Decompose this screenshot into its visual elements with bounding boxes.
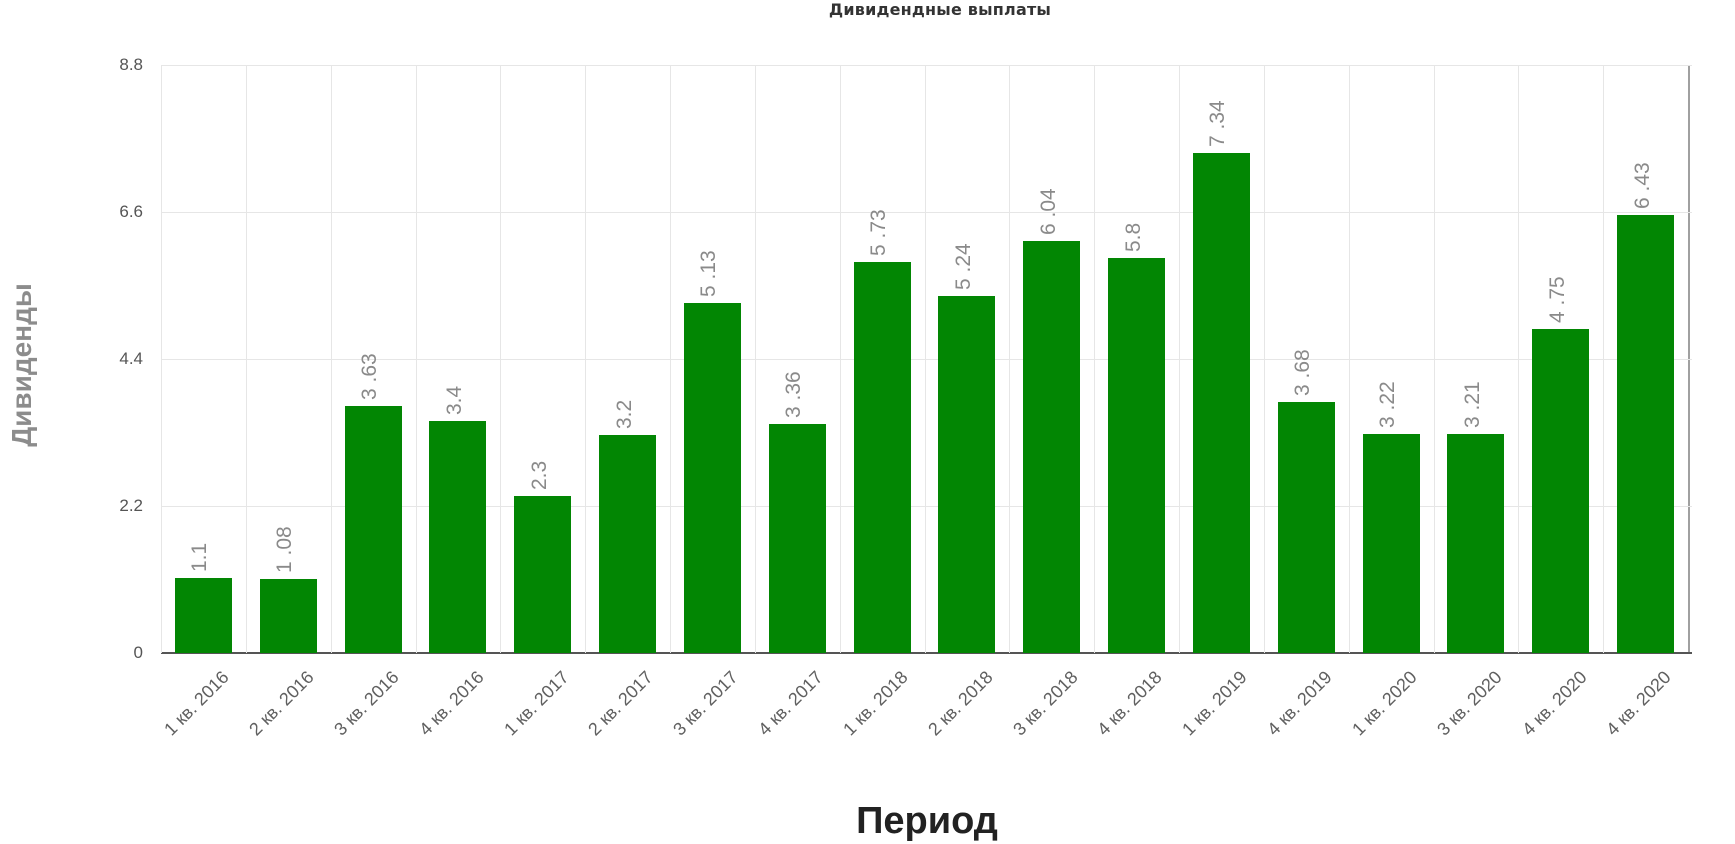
bar[interactable] bbox=[1532, 329, 1590, 653]
bar[interactable] bbox=[938, 295, 996, 653]
gridline-vertical bbox=[1518, 65, 1520, 653]
gridline-vertical bbox=[1263, 65, 1265, 653]
bar[interactable] bbox=[174, 578, 232, 653]
data-label: 2.3 bbox=[527, 461, 551, 491]
data-label: 3 .21 bbox=[1460, 381, 1484, 429]
y-tick-label: 6.6 bbox=[119, 202, 143, 221]
x-tick-label: 4 кв. 2018 bbox=[1093, 667, 1167, 740]
gridline-vertical bbox=[585, 65, 587, 653]
data-label: 6 .04 bbox=[1036, 188, 1060, 236]
x-tick-label: 4 кв. 2019 bbox=[1263, 667, 1336, 740]
gridline-vertical bbox=[415, 65, 417, 653]
gridline-vertical bbox=[670, 65, 671, 653]
bar[interactable] bbox=[1362, 433, 1420, 653]
bar[interactable] bbox=[1023, 241, 1081, 653]
x-tick-label: 1 кв. 2017 bbox=[499, 667, 573, 740]
bar[interactable] bbox=[683, 303, 741, 653]
x-tick-label: 4 кв. 2020 bbox=[1602, 667, 1676, 740]
data-label: 3 .22 bbox=[1376, 380, 1400, 428]
x-tick-label: 1 кв. 2019 bbox=[1178, 667, 1251, 740]
x-tick-label: 4 кв. 2017 bbox=[754, 667, 827, 740]
y-tick-label: 4.4 bbox=[119, 349, 143, 368]
chart-title: Дивидендные выплаты bbox=[828, 0, 1052, 19]
x-tick-label: 1 кв. 2016 bbox=[160, 667, 233, 740]
gridline-horizontal bbox=[161, 65, 1692, 66]
data-label: 6 .43 bbox=[1630, 162, 1654, 209]
gridline-vertical bbox=[330, 65, 332, 653]
bar[interactable] bbox=[344, 405, 402, 653]
gridline-vertical bbox=[1348, 65, 1350, 653]
plot-area: 1.1 1 .08 3 .63 3.4 2.3 3.2 5 .13 3 .36 5 .73 5 .… bbox=[161, 65, 1692, 654]
bar[interactable] bbox=[1277, 402, 1335, 653]
x-tick-label: 1 кв. 2018 bbox=[839, 667, 912, 740]
data-label: 4 .75 bbox=[1545, 276, 1569, 324]
bar[interactable] bbox=[1617, 214, 1675, 653]
data-label: 3.2 bbox=[612, 399, 636, 429]
gridline-horizontal bbox=[161, 506, 1692, 507]
gridline-vertical bbox=[161, 65, 162, 653]
data-label: 5 .73 bbox=[867, 209, 891, 257]
gridline-vertical bbox=[924, 65, 926, 653]
bar[interactable] bbox=[1192, 152, 1250, 653]
data-label: 3 .36 bbox=[782, 371, 806, 418]
data-label: 7 .34 bbox=[1206, 100, 1230, 147]
y-tick-label: 8.8 bbox=[119, 55, 143, 74]
gridline-vertical bbox=[754, 65, 756, 653]
x-tick-label: 2 кв. 2016 bbox=[245, 667, 318, 740]
gridline-vertical bbox=[1179, 65, 1180, 653]
bar[interactable] bbox=[429, 421, 487, 653]
x-axis-line bbox=[161, 652, 1692, 654]
gridline-vertical bbox=[1094, 65, 1096, 653]
bar[interactable] bbox=[853, 262, 911, 653]
data-label: 3 .63 bbox=[358, 352, 382, 400]
bar[interactable] bbox=[768, 424, 826, 653]
data-label: 5 .24 bbox=[951, 243, 975, 290]
bar[interactable] bbox=[1108, 257, 1166, 653]
data-label: 3.4 bbox=[442, 386, 466, 416]
gridline-vertical bbox=[1433, 65, 1435, 653]
data-label: 5.8 bbox=[1121, 222, 1145, 252]
x-axis-title: Период bbox=[856, 800, 998, 842]
data-label: 1 .08 bbox=[273, 526, 297, 574]
bar[interactable] bbox=[1447, 434, 1505, 653]
y-tick-label: 2.2 bbox=[119, 496, 143, 515]
bar[interactable] bbox=[599, 434, 657, 653]
gridline-horizontal bbox=[161, 212, 1692, 213]
x-tick-label: 1 кв. 2020 bbox=[1348, 667, 1421, 740]
gridline-vertical bbox=[839, 65, 841, 653]
x-tick-label: 2 кв. 2018 bbox=[923, 667, 997, 740]
data-label: 5 .13 bbox=[697, 250, 721, 298]
gridline-horizontal bbox=[161, 359, 1692, 360]
gridline-vertical bbox=[500, 65, 502, 653]
gridline-vertical bbox=[245, 65, 247, 653]
x-tick-label: 2 кв. 2017 bbox=[584, 667, 658, 740]
data-label: 3 .68 bbox=[1291, 349, 1315, 397]
bar[interactable] bbox=[514, 496, 572, 653]
x-tick-label: 4 кв. 2016 bbox=[414, 667, 488, 740]
y-tick-label: 0 bbox=[133, 643, 143, 662]
x-tick-label: 3 кв. 2017 bbox=[669, 667, 742, 740]
gridline-vertical bbox=[1009, 65, 1011, 653]
x-tick-label: 3 кв. 2020 bbox=[1432, 667, 1506, 740]
bar[interactable] bbox=[259, 579, 317, 653]
x-tick-label: 4 кв. 2020 bbox=[1517, 667, 1591, 740]
gridline-vertical bbox=[1603, 65, 1605, 653]
x-tick-label: 3 кв. 2016 bbox=[330, 667, 403, 740]
x-tick-label: 3 кв. 2018 bbox=[1008, 667, 1082, 740]
data-label: 1.1 bbox=[188, 542, 212, 573]
